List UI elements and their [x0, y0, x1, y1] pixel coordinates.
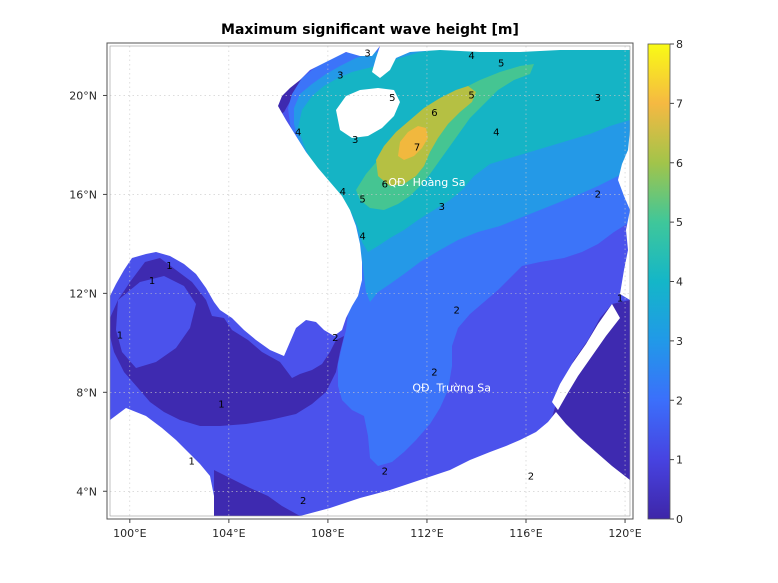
contour-label: 6 — [431, 108, 437, 119]
place-labels: QĐ. Hoàng Sa QĐ. Trường Sa — [388, 176, 491, 394]
x-tick-label: 100°E — [113, 527, 146, 540]
colorbar-tick-label: 2 — [676, 394, 683, 407]
colorbar-tick-label: 7 — [676, 97, 683, 110]
place-label: QĐ. Trường Sa — [412, 381, 491, 394]
contour-label: 4 — [295, 128, 301, 139]
map-frame — [106, 42, 634, 520]
land-palawan — [552, 304, 620, 410]
contour-label: 1 — [117, 330, 123, 341]
contour-label: 4 — [359, 231, 365, 242]
colorbar-tick-label: 1 — [676, 454, 683, 467]
y-tick-label: 20°N — [69, 89, 97, 102]
contour-label: 3 — [364, 48, 370, 59]
contour-label: 3 — [439, 202, 445, 213]
land-hainan — [336, 88, 400, 138]
contour-label: 1 — [218, 400, 224, 411]
contour-label: 4 — [468, 51, 474, 62]
colorbar-ramp — [647, 43, 671, 520]
grid — [110, 46, 630, 516]
map-title: Maximum significant wave height [m] — [221, 22, 519, 38]
colorbar-ticks: 0 1 2 3 4 5 6 7 8 — [670, 38, 683, 526]
x-tick-label: 108°E — [311, 527, 344, 540]
x-tick-label: 116°E — [509, 527, 542, 540]
contour-label: 6 — [382, 180, 388, 191]
colorbar-tick-label: 6 — [676, 157, 683, 170]
contour-label: 2 — [382, 466, 388, 477]
land-guangdong — [372, 46, 630, 78]
contour-label: 1 — [149, 276, 155, 287]
contour-label: 5 — [468, 90, 474, 101]
wave-band-1-2-gulf-center — [116, 276, 196, 368]
contour-label: 3 — [595, 93, 601, 104]
contour-label: 1 — [189, 457, 195, 468]
x-tick-label: 112°E — [410, 527, 443, 540]
contour-label: 2 — [595, 189, 601, 200]
land — [110, 46, 630, 516]
land-indochina — [110, 46, 380, 356]
contour-label: 1 — [166, 261, 172, 272]
contour-label: 2 — [332, 333, 338, 344]
colorbar-tick-label: 8 — [676, 38, 683, 51]
y-tick-label: 16°N — [69, 188, 97, 201]
y-tick-label: 8°N — [76, 386, 97, 399]
x-tick-label: 104°E — [212, 527, 245, 540]
colorbar-tick-label: 5 — [676, 216, 683, 229]
land-philippines — [618, 46, 630, 300]
wave-band-7-8 — [398, 126, 428, 160]
contour-label: 5 — [389, 93, 395, 104]
y-tick-label: 12°N — [69, 287, 97, 300]
colorbar-tick-label: 0 — [676, 513, 683, 526]
contour-label: 2 — [300, 496, 306, 507]
wave-band-0-1-tonkin — [276, 70, 306, 118]
contour-label: 3 — [352, 135, 358, 146]
colorbar-tick-label: 3 — [676, 335, 683, 348]
x-tick-label: 120°E — [608, 527, 641, 540]
contour-label: 2 — [431, 368, 437, 379]
place-label: QĐ. Hoàng Sa — [388, 176, 465, 189]
contour-label: 2 — [453, 306, 459, 317]
land-borneo — [300, 412, 630, 516]
contour-label: 4 — [340, 187, 346, 198]
contour-label: 5 — [359, 194, 365, 205]
contour-label: 2 — [528, 471, 534, 482]
contour-label: 7 — [414, 142, 420, 153]
colorbar-tick-label: 4 — [676, 276, 683, 289]
axis-ticks: 100°E 104°E 108°E 112°E 116°E 120°E 4°N 8°N 12°N… — [69, 89, 642, 540]
contour-label: 5 — [498, 58, 504, 69]
wave-band-0-1-south — [214, 470, 300, 516]
contour-label: 1 — [617, 293, 623, 304]
y-tick-label: 4°N — [76, 485, 97, 498]
contour-label: 3 — [337, 71, 343, 82]
contour-label: 4 — [493, 128, 499, 139]
colorbar: 0 1 2 3 4 5 6 7 8 — [647, 38, 683, 526]
map-frame-inner — [109, 45, 631, 517]
land-malay-peninsula — [110, 408, 214, 516]
